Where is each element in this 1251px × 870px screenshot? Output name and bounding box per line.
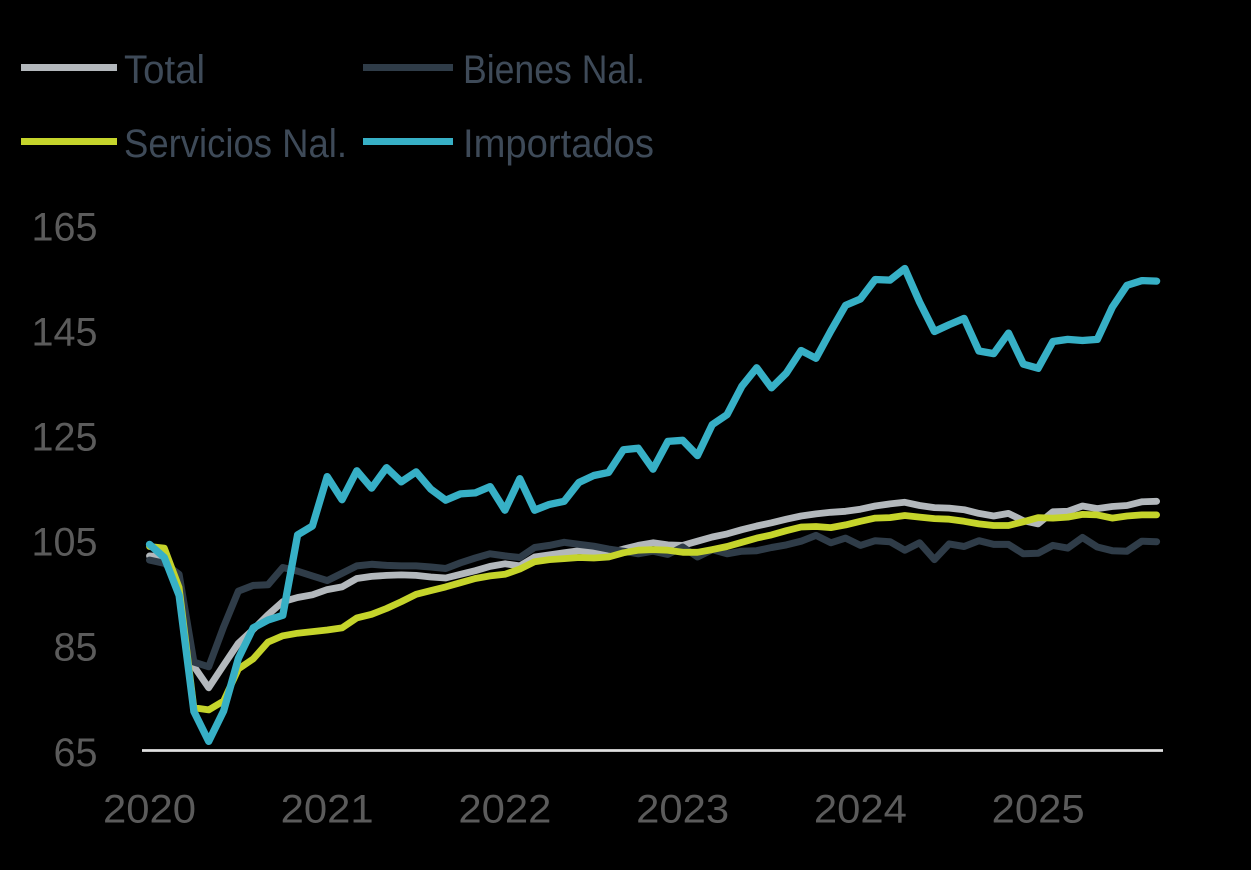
svg-text:165: 165 <box>32 205 98 249</box>
svg-text:2024: 2024 <box>814 788 907 832</box>
svg-text:2022: 2022 <box>458 788 551 832</box>
svg-text:105: 105 <box>32 521 98 565</box>
svg-text:65: 65 <box>54 731 98 775</box>
svg-text:85: 85 <box>54 626 98 670</box>
svg-text:2023: 2023 <box>636 788 729 832</box>
svg-text:Bienes Nal.: Bienes Nal. <box>463 48 645 92</box>
svg-text:Total: Total <box>124 48 205 92</box>
svg-text:2025: 2025 <box>992 788 1085 832</box>
svg-text:2020: 2020 <box>103 788 196 832</box>
svg-text:125: 125 <box>32 416 98 460</box>
svg-text:2021: 2021 <box>281 788 374 832</box>
svg-text:145: 145 <box>32 310 98 354</box>
svg-text:Servicios Nal.: Servicios Nal. <box>124 122 347 166</box>
svg-text:Importados: Importados <box>463 122 654 166</box>
